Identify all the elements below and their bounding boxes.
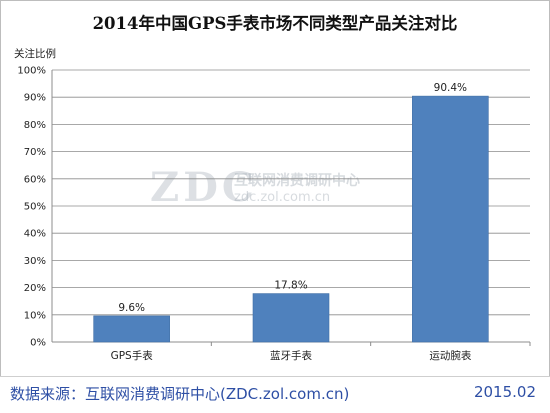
bar xyxy=(412,95,489,343)
footer: 数据来源：互联网消费调研中心(ZDC.zol.com.cn) 2015.02 xyxy=(0,376,550,413)
data-source: 数据来源：互联网消费调研中心(ZDC.zol.com.cn) xyxy=(10,385,350,403)
x-tick-label: 蓝牙手表 xyxy=(270,349,312,362)
y-axis-label: 关注比例 xyxy=(14,48,56,60)
y-tick-label: 20% xyxy=(24,283,46,294)
watermark: ZDC 互联网消费调研中心 zdc.zol.com.cn xyxy=(150,164,410,214)
data-label: 9.6% xyxy=(118,302,145,314)
y-tick-label: 90% xyxy=(24,93,46,104)
y-tick-label: 10% xyxy=(24,310,46,321)
data-label: 90.4% xyxy=(434,82,467,94)
bar xyxy=(252,293,330,343)
watermark-cn-text: 互联网消费调研中心 xyxy=(234,173,360,189)
x-tick-label: GPS手表 xyxy=(111,349,154,362)
y-tick-label: 40% xyxy=(24,229,46,240)
y-tick-label: 50% xyxy=(24,202,46,213)
watermark-logo: ZDC xyxy=(150,164,258,211)
y-tick-label: 100% xyxy=(17,66,46,77)
bar xyxy=(93,315,170,343)
chart-title: 2014年中国GPS手表市场不同类型产品关注对比 xyxy=(92,14,458,33)
y-tick-label: 60% xyxy=(24,174,46,185)
watermark-url: zdc.zol.com.cn xyxy=(234,190,331,205)
y-tick-label: 80% xyxy=(24,120,46,131)
x-tick-label: 运动腕表 xyxy=(429,349,471,362)
bar-chart: 0% 10% 20% 30% 40% 50% 60% 70% 80% 90% 100% 9.6% GPS… xyxy=(17,66,531,362)
data-label: 17.8% xyxy=(274,280,307,292)
report-date: 2015.02 xyxy=(473,383,536,401)
y-tick-label: 30% xyxy=(24,256,46,267)
y-tick-label: 0% xyxy=(30,338,46,349)
y-tick-label: 70% xyxy=(24,147,46,158)
